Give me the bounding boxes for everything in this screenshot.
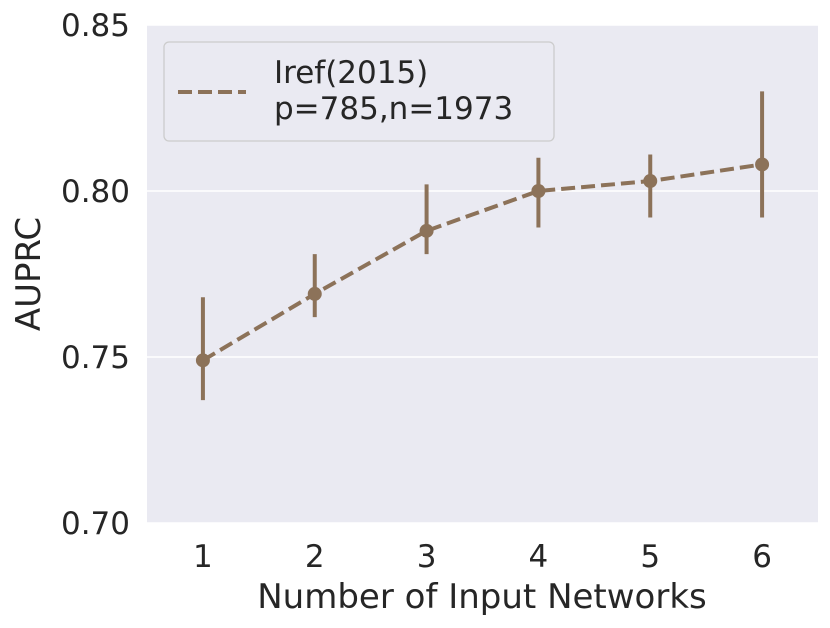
series-layer <box>195 91 770 401</box>
data-point <box>531 184 546 198</box>
x-tick-label: 6 <box>752 539 772 575</box>
y-axis-title: AUPRC <box>9 217 49 331</box>
data-point <box>307 286 322 301</box>
legend-label-line-1: Iref(2015) <box>274 55 428 91</box>
x-tick-label: 4 <box>529 539 549 575</box>
data-point <box>419 223 434 238</box>
x-tick-label: 1 <box>193 539 213 575</box>
legend: Iref(2015) p=785,n=1973 <box>163 41 555 142</box>
y-tick-label: 0.70 <box>61 506 130 542</box>
x-axis-title: Number of Input Networks <box>257 577 707 617</box>
data-point <box>195 353 210 368</box>
data-point <box>755 157 770 172</box>
series-0 <box>195 91 770 401</box>
series-line <box>201 162 763 363</box>
legend-box <box>163 41 555 142</box>
x-tick-label: 5 <box>640 539 660 575</box>
y-tick-labels: 0.70 0.75 0.80 0.85 <box>61 8 130 542</box>
x-tick-label: 3 <box>417 539 437 575</box>
legend-label-line-2: p=785,n=1973 <box>274 91 513 127</box>
y-tick-label: 0.85 <box>61 8 130 44</box>
x-tick-labels: 1 2 3 4 5 6 <box>193 539 772 575</box>
gridlines <box>147 24 818 524</box>
y-tick-label: 0.75 <box>61 340 130 376</box>
x-tick-label: 2 <box>305 539 325 575</box>
y-tick-label: 0.80 <box>61 174 130 210</box>
data-point <box>643 174 658 189</box>
